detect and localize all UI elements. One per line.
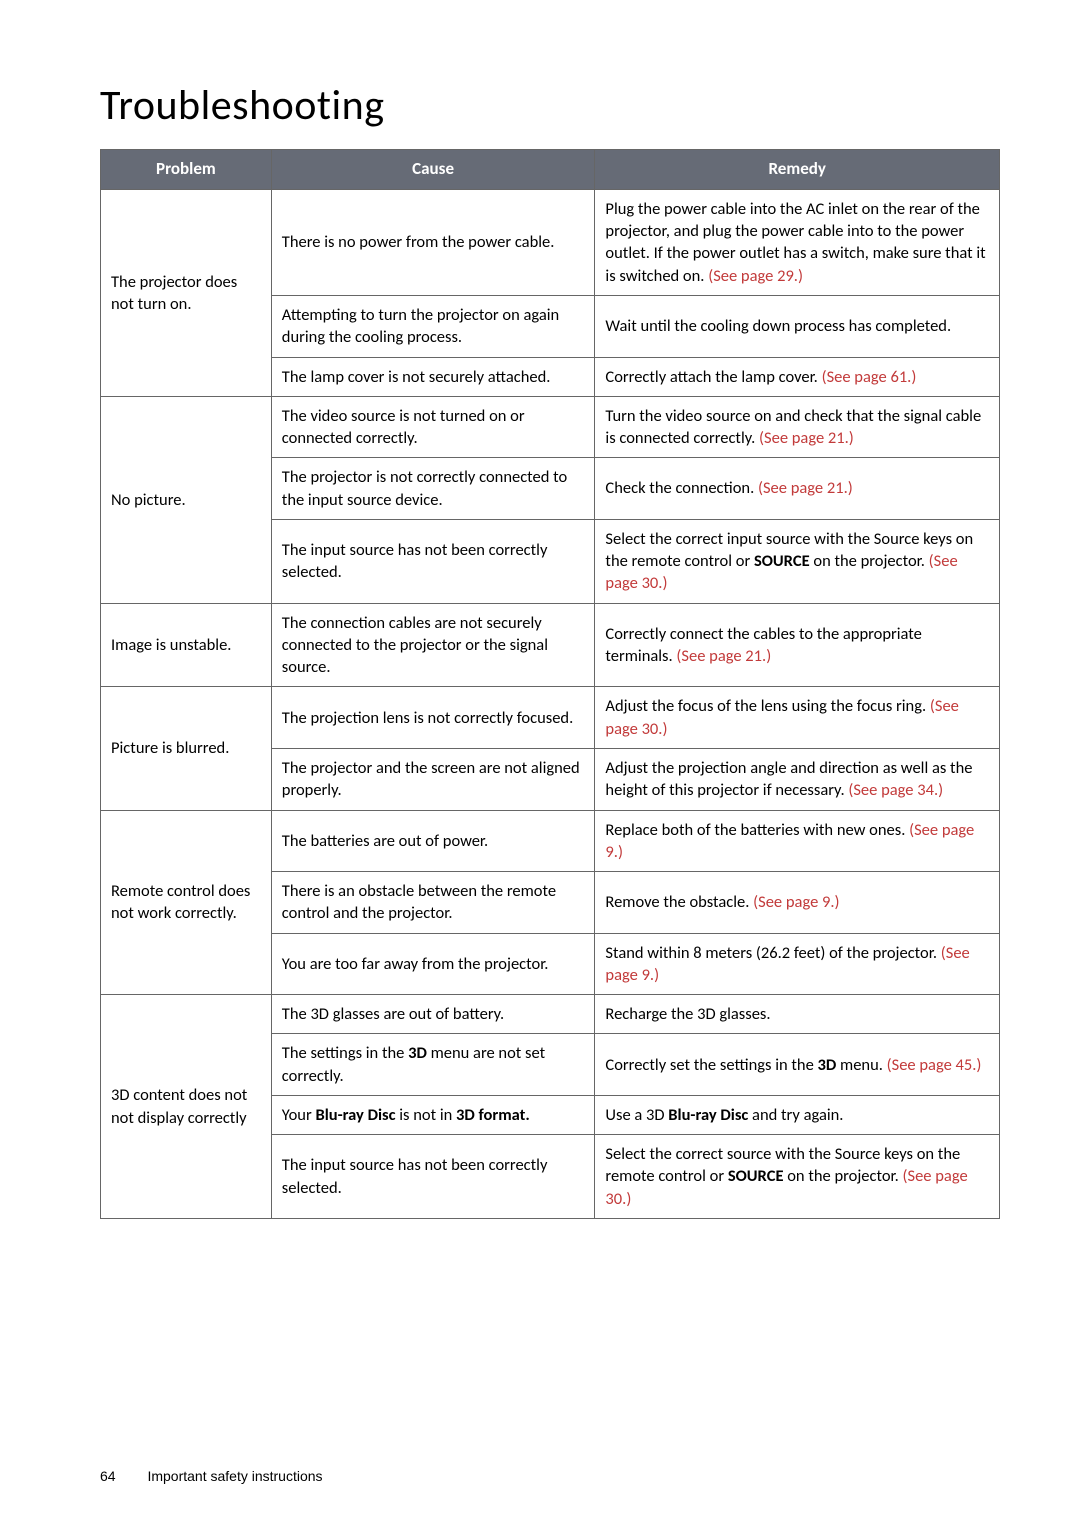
page-footer: 64 Important safety instructions: [100, 1468, 323, 1484]
page-link[interactable]: (See page 21.): [676, 646, 771, 666]
page-link[interactable]: (See page 9.): [753, 892, 839, 912]
page-number: 64: [100, 1468, 116, 1484]
cause-cell: You are too far away from the projector.: [271, 933, 595, 995]
cause-cell: The lamp cover is not securely attached.: [271, 357, 595, 396]
remedy-cell: Recharge the 3D glasses.: [595, 995, 1000, 1034]
remedy-cell: Select the correct input source with the…: [595, 519, 1000, 603]
problem-cell: 3D content does not not display correctl…: [101, 995, 272, 1219]
problem-cell: No picture.: [101, 396, 272, 603]
page-link[interactable]: (See page 29.): [708, 266, 803, 286]
table-row: 3D content does not not display correctl…: [101, 995, 1000, 1034]
cause-cell: The batteries are out of power.: [271, 810, 595, 872]
problem-cell: Image is unstable.: [101, 603, 272, 687]
remedy-cell: Select the correct source with the Sourc…: [595, 1135, 1000, 1219]
page-title: Troubleshooting: [100, 80, 1000, 131]
troubleshooting-table: Problem Cause Remedy The projector does …: [100, 149, 1000, 1219]
remedy-cell: Correctly attach the lamp cover. (See pa…: [595, 357, 1000, 396]
cause-cell: The input source has not been correctly …: [271, 519, 595, 603]
remedy-cell: Adjust the focus of the lens using the f…: [595, 687, 1000, 749]
cause-cell: Your Blu-ray Disc is not in 3D format.: [271, 1095, 595, 1134]
remedy-cell: Correctly set the settings in the 3D men…: [595, 1034, 1000, 1096]
problem-cell: The projector does not turn on.: [101, 189, 272, 396]
col-problem: Problem: [101, 150, 272, 190]
table-row: Remote control does not work correctly.T…: [101, 810, 1000, 872]
cause-cell: The projection lens is not correctly foc…: [271, 687, 595, 749]
cause-cell: The projector is not correctly connected…: [271, 458, 595, 520]
remedy-cell: Remove the obstacle. (See page 9.): [595, 872, 1000, 934]
problem-cell: Remote control does not work correctly.: [101, 810, 272, 995]
cause-cell: The connection cables are not securely c…: [271, 603, 595, 687]
remedy-cell: Stand within 8 meters (26.2 feet) of the…: [595, 933, 1000, 995]
cause-cell: There is an obstacle between the remote …: [271, 872, 595, 934]
remedy-cell: Turn the video source on and check that …: [595, 396, 1000, 458]
page-link[interactable]: (See page 61.): [822, 367, 917, 387]
problem-cell: Picture is blurred.: [101, 687, 272, 810]
remedy-cell: Use a 3D Blu-ray Disc and try again.: [595, 1095, 1000, 1134]
page-link[interactable]: (See page 34.): [848, 780, 943, 800]
table-row: No picture.The video source is not turne…: [101, 396, 1000, 458]
remedy-cell: Replace both of the batteries with new o…: [595, 810, 1000, 872]
remedy-cell: Plug the power cable into the AC inlet o…: [595, 189, 1000, 295]
remedy-cell: Check the connection. (See page 21.): [595, 458, 1000, 520]
cause-cell: The settings in the 3D menu are not set …: [271, 1034, 595, 1096]
page-link[interactable]: (See page 21.): [758, 478, 853, 498]
table-row: Picture is blurred.The projection lens i…: [101, 687, 1000, 749]
cause-cell: The video source is not turned on or con…: [271, 396, 595, 458]
cause-cell: There is no power from the power cable.: [271, 189, 595, 295]
cause-cell: Attempting to turn the projector on agai…: [271, 296, 595, 358]
cause-cell: The 3D glasses are out of battery.: [271, 995, 595, 1034]
cause-cell: The projector and the screen are not ali…: [271, 748, 595, 810]
footer-section: Important safety instructions: [147, 1468, 322, 1484]
col-cause: Cause: [271, 150, 595, 190]
page-link[interactable]: (See page 21.): [759, 428, 854, 448]
cause-cell: The input source has not been correctly …: [271, 1135, 595, 1219]
table-row: The projector does not turn on.There is …: [101, 189, 1000, 295]
remedy-cell: Correctly connect the cables to the appr…: [595, 603, 1000, 687]
page-link[interactable]: (See page 45.): [887, 1055, 982, 1075]
col-remedy: Remedy: [595, 150, 1000, 190]
remedy-cell: Adjust the projection angle and directio…: [595, 748, 1000, 810]
table-row: Image is unstable.The connection cables …: [101, 603, 1000, 687]
remedy-cell: Wait until the cooling down process has …: [595, 296, 1000, 358]
